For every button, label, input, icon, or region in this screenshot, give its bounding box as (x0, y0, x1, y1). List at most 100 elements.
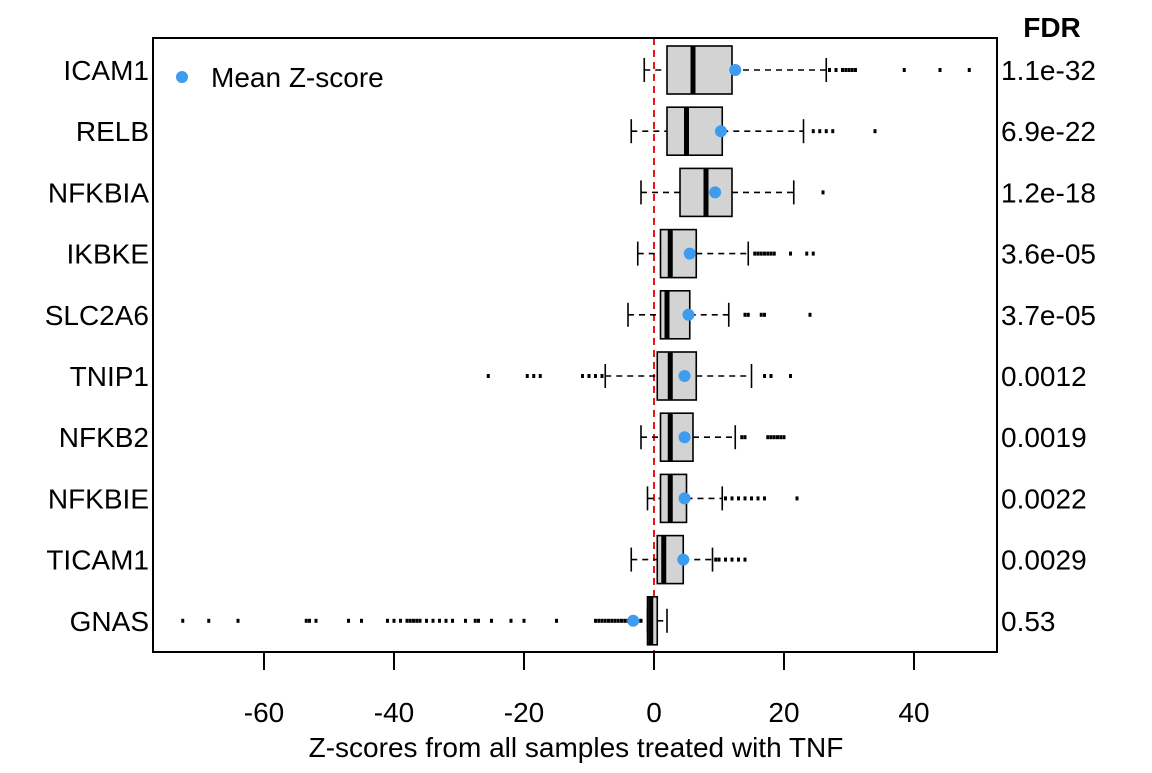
outlier-point (600, 618, 604, 623)
outlier-point (724, 496, 727, 501)
outlier-point (347, 618, 350, 623)
outlier-point (834, 68, 838, 72)
outlier-point (418, 618, 422, 623)
outlier-point (737, 496, 740, 501)
outlier-point (308, 618, 311, 623)
outlier-point (587, 374, 591, 378)
box-relb (630, 106, 877, 156)
outlier-point (844, 68, 848, 72)
outlier-point (386, 618, 389, 623)
x-axis-title: Z-scores from all samples treated with T… (309, 732, 844, 763)
outlier-point (789, 374, 792, 378)
outlier-point (412, 618, 415, 623)
box-nfkbie (646, 473, 799, 524)
outlier-point (538, 374, 542, 378)
fdr-value: 0.0019 (1001, 422, 1087, 453)
outlier-point (824, 129, 828, 134)
outlier-point (967, 68, 971, 72)
outlier-point (756, 496, 760, 501)
fdr-value: 3.7e-05 (1001, 300, 1096, 331)
outlier-point (730, 557, 734, 562)
box-slc2a6 (627, 289, 812, 340)
outlier-point (181, 618, 185, 623)
outlier-point (473, 618, 477, 623)
box-nfkb2 (640, 412, 786, 463)
box-ikbke (636, 228, 815, 279)
outlier-point (779, 435, 783, 440)
outlier-point (724, 557, 727, 562)
category-label: SLC2A6 (45, 300, 149, 331)
plot-frame (152, 37, 998, 653)
outlier-point (763, 312, 766, 317)
outlier-point (811, 251, 815, 256)
box-gnas (181, 595, 668, 646)
outlier-point (753, 251, 757, 256)
outlier-point (759, 312, 763, 317)
outlier-point (620, 618, 623, 623)
outlier-point (821, 190, 825, 195)
fdr-value: 0.0012 (1001, 361, 1087, 392)
outlier-point (613, 618, 617, 623)
outlier-point (831, 129, 835, 134)
category-label: NFKBIA (48, 177, 149, 208)
outlier-point (555, 618, 558, 623)
x-tick-label: -40 (374, 697, 414, 728)
fdr-value: 1.2e-18 (1001, 177, 1096, 208)
outlier-point (763, 251, 766, 256)
mean-point (709, 186, 722, 199)
fdr-value: 6.9e-22 (1001, 116, 1096, 147)
mean-point (682, 308, 695, 321)
outlier-point (451, 618, 454, 623)
outlier-point (902, 68, 906, 72)
outlier-point (431, 618, 435, 623)
outlier-point (594, 618, 597, 623)
category-label: TICAM1 (46, 545, 149, 576)
outlier-point (532, 374, 536, 378)
outlier-point (769, 435, 773, 440)
outlier-point (623, 618, 627, 623)
outlier-point (873, 129, 877, 134)
outlier-point (610, 618, 614, 623)
outlier-point (597, 618, 601, 623)
outlier-point (616, 618, 620, 623)
mean-point (677, 553, 690, 566)
outlier-point (438, 618, 441, 623)
outlier-point (772, 251, 776, 256)
x-tick-label: -20 (504, 697, 544, 728)
outlier-point (405, 618, 409, 623)
outlier-point (850, 68, 854, 72)
outlier-point (304, 618, 308, 623)
x-tick-label: 40 (898, 697, 929, 728)
category-label: ICAM1 (63, 55, 149, 86)
outlier-point (769, 374, 773, 378)
mean-point (729, 64, 742, 76)
fdr-value: 3.6e-05 (1001, 239, 1096, 270)
outlier-point (509, 618, 513, 623)
outlier-point (766, 435, 770, 440)
fdr-value: 0.0022 (1001, 483, 1087, 514)
outlier-point (789, 251, 792, 256)
fdr-value: 0.0029 (1001, 545, 1087, 576)
outlier-point (766, 251, 770, 256)
mean-point (714, 125, 727, 138)
box-ticam1 (630, 534, 747, 585)
outlier-point (818, 129, 822, 134)
fdr-value: 1.1e-32 (1001, 55, 1096, 86)
outlier-point (776, 435, 779, 440)
outlier-point (759, 251, 763, 256)
outlier-point (714, 557, 718, 562)
outlier-point (769, 251, 773, 256)
category-label: GNAS (70, 606, 149, 637)
outlier-point (854, 68, 857, 72)
outlier-point (581, 374, 584, 378)
box-body (666, 106, 724, 156)
outlier-point (207, 618, 211, 623)
outlier-point (639, 618, 643, 623)
outlier-point (360, 618, 363, 623)
box-tnip1 (486, 351, 792, 401)
outlier-point (938, 68, 942, 72)
mean-point (683, 247, 696, 260)
outlier-point (828, 68, 831, 72)
